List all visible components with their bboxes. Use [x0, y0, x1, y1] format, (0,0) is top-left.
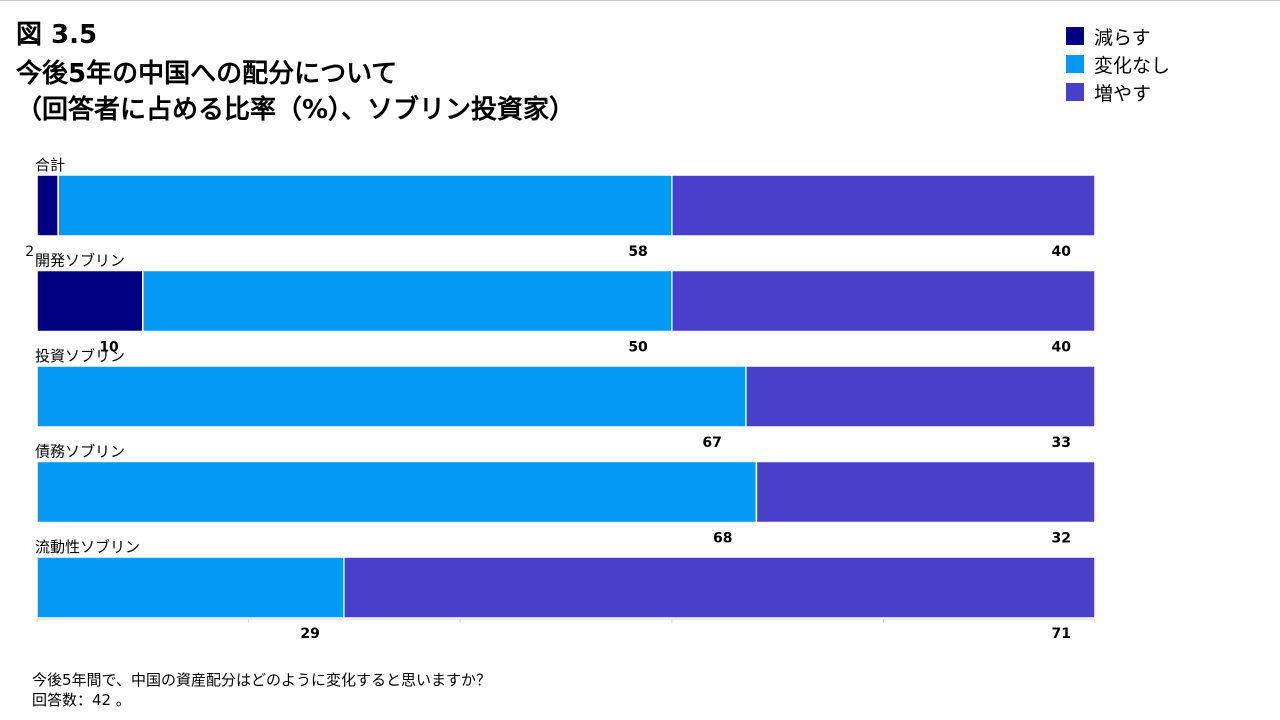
figure-number: 図 3.5	[16, 20, 98, 50]
footnote-responses: 回答数：42 。	[32, 691, 131, 709]
bar-segment-increase	[343, 556, 1096, 619]
bar-segment-increase	[671, 174, 1096, 237]
data-label-increase: 40	[1052, 340, 1072, 356]
bar-segment-decrease	[36, 174, 59, 237]
data-label-no-change: 29	[300, 626, 319, 642]
legend-label-decrease: 減らす	[1094, 26, 1151, 49]
category-label: 流動性ソブリン	[35, 538, 140, 556]
bar-segment-decrease	[36, 269, 144, 333]
legend: 減らす 変化なし 増やす	[1066, 22, 1170, 106]
data-label-decrease: 10	[99, 340, 119, 356]
category-label: 投資ソブリン	[35, 347, 125, 365]
data-label-no-change: 68	[713, 531, 732, 547]
legend-swatch-no-change	[1066, 55, 1084, 73]
category-label: 債務ソブリン	[35, 443, 125, 461]
chart-title-line1: 今後5年の中国への配分について	[16, 59, 398, 89]
data-label-no-change: 67	[702, 435, 721, 451]
legend-swatch-decrease	[1066, 27, 1084, 45]
bar-segment-increase	[671, 269, 1096, 333]
legend-label-no-change: 変化なし	[1094, 54, 1171, 77]
bar-segment-no-change	[36, 365, 747, 428]
legend-item-increase: 増やす	[1066, 78, 1170, 106]
data-label-no-change: 58	[628, 244, 647, 260]
legend-label-increase: 増やす	[1094, 82, 1152, 105]
bar-segment-no-change	[36, 460, 758, 524]
legend-item-decrease: 減らす	[1066, 22, 1170, 50]
legend-item-no-change: 変化なし	[1066, 50, 1170, 78]
bar-segment-no-change	[57, 174, 673, 237]
chart-title: 今後5年の中国への配分について （回答者に占める比率（%）、ソブリン投資家）	[16, 56, 575, 128]
legend-swatch-increase	[1066, 83, 1084, 101]
data-label-increase: 32	[1052, 531, 1071, 547]
data-label-increase: 71	[1052, 626, 1071, 642]
category-label: 合計	[35, 156, 65, 174]
category-label: 開発ソブリン	[35, 252, 125, 270]
data-label-increase: 33	[1052, 435, 1071, 451]
footnote: 今後5年間で、中国の資産配分はどのように変化すると思いますか？ 回答数：42 。	[32, 670, 491, 710]
bar-segment-no-change	[36, 556, 345, 619]
bar-segment-increase	[745, 365, 1096, 428]
data-label-decrease: 2	[25, 244, 34, 260]
data-label-increase: 40	[1052, 244, 1072, 260]
top-border	[0, 0, 1280, 1]
chart-title-line2: （回答者に占める比率（%）、ソブリン投資家）	[16, 95, 576, 125]
footnote-question: 今後5年間で、中国の資産配分はどのように変化すると思いますか？	[32, 671, 491, 689]
bar-segment-increase	[755, 460, 1096, 524]
data-label-no-change: 50	[628, 340, 648, 356]
bar-segment-no-change	[142, 269, 673, 333]
